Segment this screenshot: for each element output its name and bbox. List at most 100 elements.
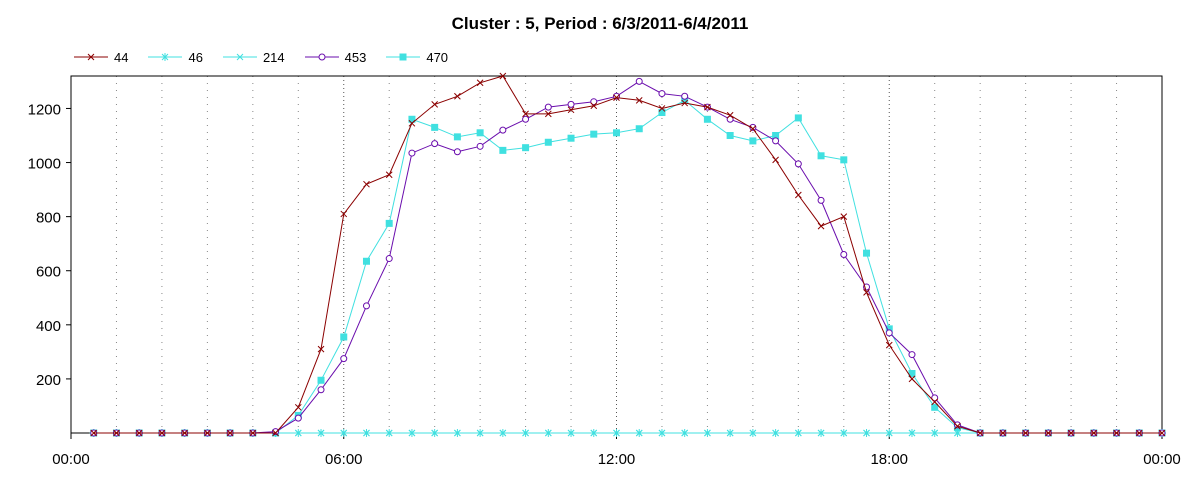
data-point-214	[431, 429, 439, 437]
data-point-44	[90, 429, 98, 437]
data-point-44	[204, 429, 211, 437]
legend-label-470: 470	[426, 49, 449, 65]
data-point-453	[453, 148, 461, 156]
legend-item-44: 44	[74, 50, 128, 65]
data-point-470	[931, 403, 939, 411]
data-point-44	[135, 429, 143, 437]
legend-swatch-44	[74, 53, 108, 61]
data-point-44	[363, 180, 370, 188]
data-point-44	[1022, 429, 1029, 437]
data-point-453	[340, 355, 348, 363]
y-tick-label: 200	[36, 372, 61, 389]
data-point-453	[726, 115, 734, 123]
data-point-453	[681, 92, 689, 100]
data-point-453	[317, 386, 325, 394]
data-point-453	[362, 302, 370, 310]
x-tick-label: 18:00	[870, 451, 908, 468]
data-point-44	[1135, 429, 1143, 437]
data-point-453	[885, 329, 893, 337]
legend-swatch-453	[304, 53, 339, 61]
data-point-470	[567, 134, 575, 142]
data-point-453	[794, 160, 802, 168]
data-point-44	[726, 111, 734, 119]
data-point-214	[863, 429, 870, 437]
legend-swatch-46	[148, 53, 183, 61]
data-point-214	[522, 429, 529, 437]
legend-label-453: 453	[344, 49, 367, 65]
data-point-44	[454, 92, 461, 100]
data-point-453	[476, 142, 484, 150]
data-point-470	[840, 156, 848, 164]
data-point-44	[317, 345, 325, 353]
data-point-470	[703, 115, 711, 123]
data-point-214	[794, 429, 802, 437]
data-point-470	[408, 115, 416, 123]
data-point-44	[181, 429, 188, 437]
data-point-214	[476, 429, 484, 437]
data-point-44	[1113, 429, 1120, 437]
data-point-214	[635, 429, 643, 437]
data-point-470	[794, 114, 802, 122]
data-point-453	[817, 196, 825, 204]
data-point-453	[635, 77, 643, 85]
data-point-44	[863, 289, 870, 296]
series-line-453	[93, 80, 1162, 434]
data-point-44	[681, 99, 689, 107]
data-point-453	[294, 414, 302, 422]
data-point-44	[658, 105, 666, 112]
data-point-214	[454, 429, 461, 437]
data-point-453	[499, 126, 507, 134]
data-point-453	[522, 115, 530, 123]
data-point-44	[817, 222, 825, 230]
data-point-44	[772, 156, 779, 164]
legend-item-46: 46	[148, 49, 203, 65]
data-point-44	[885, 341, 893, 349]
data-point-214	[681, 429, 689, 437]
data-point-453	[385, 255, 393, 263]
legend-item-470: 470	[386, 50, 448, 65]
data-point-44	[158, 429, 166, 437]
y-tick-label: 400	[36, 318, 61, 335]
data-point-44	[590, 102, 598, 110]
data-point-44	[1067, 429, 1075, 437]
legend: 44 46 214 453	[74, 49, 468, 65]
data-point-453	[840, 251, 848, 258]
x-tick-label: 12:00	[598, 451, 636, 468]
data-point-470	[453, 133, 461, 141]
data-point-44	[613, 94, 620, 101]
x-tick-label: 06:00	[325, 451, 363, 468]
data-point-453	[431, 140, 439, 148]
data-point-453	[408, 149, 416, 157]
data-point-214	[317, 429, 325, 437]
data-point-44	[704, 103, 711, 111]
series-line-470	[93, 99, 1162, 434]
data-point-44	[931, 398, 939, 406]
data-point-214	[658, 429, 666, 437]
y-tick-label: 600	[36, 264, 61, 281]
data-point-470	[726, 132, 734, 139]
data-point-214	[885, 429, 893, 437]
y-tick-label: 800	[36, 210, 61, 227]
data-point-44	[340, 210, 348, 218]
data-point-214	[340, 429, 348, 437]
legend-swatch-214	[222, 53, 257, 61]
data-point-470	[658, 109, 666, 117]
data-point-470	[340, 333, 348, 341]
data-point-44	[567, 106, 575, 114]
data-point-44	[249, 429, 257, 437]
data-point-470	[908, 370, 916, 377]
data-point-44	[431, 101, 439, 108]
data-point-44	[476, 79, 484, 87]
data-point-44	[385, 171, 393, 179]
data-point-44	[840, 213, 848, 220]
data-point-470	[317, 376, 325, 384]
legend-label-214: 214	[262, 49, 285, 65]
data-point-44	[408, 119, 416, 127]
data-point-470	[613, 129, 620, 137]
data-point-214	[840, 429, 848, 437]
x-tick-label: 00:00	[52, 451, 90, 468]
data-point-214	[817, 429, 825, 437]
legend-item-453: 453	[304, 49, 367, 65]
legend-label-46: 46	[188, 49, 203, 65]
